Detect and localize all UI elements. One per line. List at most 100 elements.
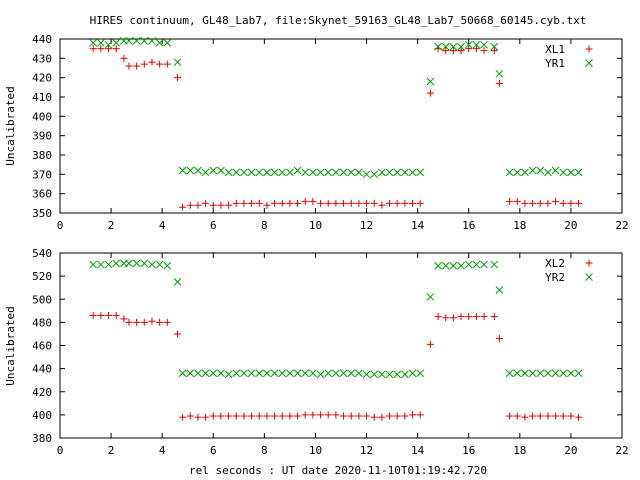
data-point <box>521 413 529 421</box>
data-point <box>309 369 317 378</box>
data-point <box>449 261 458 270</box>
data-point <box>370 413 378 421</box>
y-tick-label: 370 <box>32 168 52 181</box>
data-point <box>536 199 544 207</box>
panel-2: 0 2 4 6 8 10 12 14 16 18 20 22 380 400 420 440 460 480 500… <box>4 247 629 457</box>
data-point <box>506 197 514 205</box>
x-tick-label: 18 <box>513 444 526 457</box>
data-point <box>472 313 480 321</box>
data-point <box>178 369 187 378</box>
data-point <box>178 166 187 175</box>
data-point <box>386 199 394 207</box>
data-point <box>559 369 568 378</box>
legend-label: XL2 <box>545 257 565 270</box>
data-point <box>148 37 156 45</box>
data-point <box>140 318 148 326</box>
data-point <box>544 168 552 177</box>
data-point <box>378 370 386 379</box>
chart-title: HIRES continuum, GL48_Lab7, file:Skynet_… <box>90 14 587 27</box>
data-point <box>521 369 529 378</box>
data-point <box>224 168 233 177</box>
data-point <box>194 413 202 421</box>
legend-marker <box>585 45 593 53</box>
data-point <box>506 412 514 420</box>
data-point <box>370 199 378 207</box>
data-point <box>324 369 333 378</box>
data-point <box>575 199 583 207</box>
data-point <box>163 261 172 270</box>
data-point <box>416 199 424 207</box>
data-point <box>426 89 434 97</box>
legend-label: YR2 <box>545 271 565 284</box>
data-point <box>112 39 121 47</box>
data-point <box>552 197 560 205</box>
data-point <box>248 412 256 420</box>
data-point <box>347 199 355 207</box>
x-tick-label: 0 <box>57 444 64 457</box>
data-point <box>112 311 120 319</box>
legend-marker <box>585 59 593 67</box>
data-point <box>465 45 473 53</box>
data-point <box>173 278 182 286</box>
data-point <box>441 261 450 270</box>
data-point <box>528 369 537 378</box>
data-point <box>495 335 503 343</box>
legend-marker <box>585 259 593 267</box>
y-tick-label: 540 <box>32 247 52 260</box>
x-tick-label: 16 <box>462 444 475 457</box>
data-point <box>401 370 409 379</box>
data-point <box>332 411 340 419</box>
data-point <box>202 199 210 207</box>
data-point <box>232 168 241 177</box>
data-point <box>551 166 560 175</box>
data-point <box>148 260 156 269</box>
data-point <box>232 199 240 207</box>
data-point <box>224 370 233 379</box>
data-point <box>490 42 499 51</box>
series-YR1 <box>89 37 583 179</box>
data-point <box>278 199 286 207</box>
data-point <box>393 199 401 207</box>
data-point <box>426 293 435 301</box>
y-tick-label: 440 <box>32 33 52 46</box>
data-point <box>263 201 271 209</box>
y-axis-label: Uncalibrated <box>4 86 17 165</box>
data-point <box>552 412 560 420</box>
x-tick-label: 22 <box>615 219 628 232</box>
data-point <box>495 69 504 78</box>
data-point <box>301 369 310 378</box>
y-tick-label: 360 <box>32 188 52 201</box>
data-point <box>544 412 552 420</box>
data-point <box>133 62 141 70</box>
data-point <box>464 40 473 49</box>
data-point <box>457 313 465 321</box>
data-point <box>544 369 552 378</box>
data-point <box>112 45 120 53</box>
data-point <box>278 412 286 420</box>
data-point <box>401 168 409 177</box>
data-point <box>105 45 113 53</box>
data-point <box>301 168 310 177</box>
data-point <box>513 168 522 177</box>
x-tick-label: 20 <box>564 444 577 457</box>
data-point <box>217 412 225 420</box>
data-point <box>465 313 473 321</box>
data-point <box>521 199 529 207</box>
data-point <box>505 168 514 177</box>
data-point <box>194 369 202 378</box>
data-point <box>209 369 218 378</box>
data-point <box>441 42 450 51</box>
data-point <box>156 318 164 326</box>
x-tick-label: 8 <box>261 219 268 232</box>
data-point <box>480 313 488 321</box>
data-point <box>347 412 355 420</box>
data-point <box>174 74 182 82</box>
data-point <box>255 412 263 420</box>
y-tick-label: 400 <box>32 409 52 422</box>
data-point <box>201 369 210 378</box>
data-point <box>186 201 194 209</box>
data-point <box>194 166 202 175</box>
x-tick-label: 14 <box>411 219 425 232</box>
x-axis-label: rel seconds : UT date 2020-11-10T01:19:4… <box>189 464 487 477</box>
